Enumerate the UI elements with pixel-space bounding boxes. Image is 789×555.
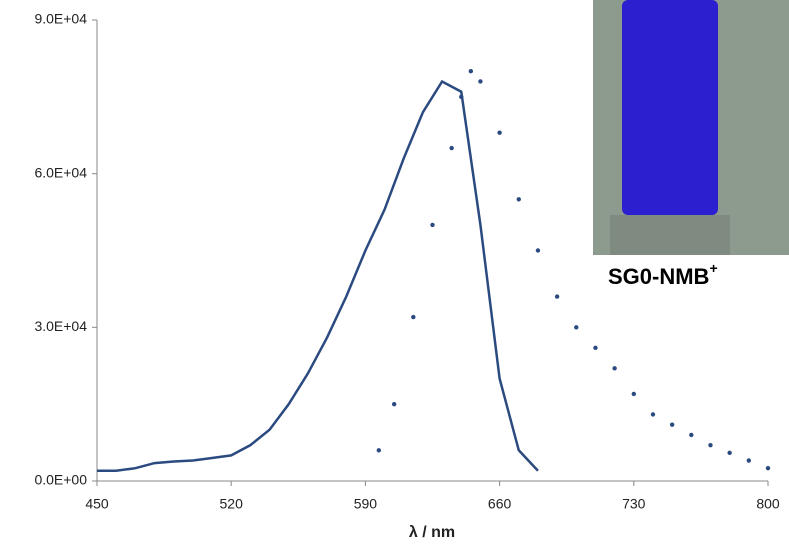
sample-charge: + <box>709 260 717 276</box>
sample-label: SG0-NMB+ <box>608 260 718 289</box>
x-tick-label: 520 <box>220 496 244 512</box>
y-tick-label: 9.0E+04 <box>34 11 87 27</box>
data-point <box>669 422 675 427</box>
y-tick-label: 6.0E+04 <box>34 164 87 180</box>
data-point <box>765 465 771 471</box>
data-point <box>631 391 636 397</box>
data-point <box>612 366 617 371</box>
data-point <box>459 94 464 100</box>
data-point <box>449 145 454 151</box>
x-tick-label: 590 <box>354 496 378 512</box>
x-tick-label: 800 <box>756 496 780 512</box>
data-point <box>554 294 560 299</box>
data-point <box>516 197 521 202</box>
x-tick-label: 450 <box>85 496 109 512</box>
data-point <box>727 450 732 456</box>
y-tick-label: 3.0E+04 <box>34 318 87 334</box>
data-point <box>689 432 694 438</box>
photo-inset <box>593 0 789 255</box>
data-point <box>593 345 598 351</box>
sample-name: SG0-NMB <box>608 264 709 289</box>
cuvette <box>622 0 718 215</box>
data-point <box>708 442 713 448</box>
data-point <box>468 69 474 74</box>
data-point <box>650 412 656 417</box>
y-tick-label: 0.0E+00 <box>34 472 87 488</box>
x-axis-title: λ / nm <box>409 524 455 541</box>
data-point <box>391 401 397 407</box>
data-point <box>746 458 752 463</box>
data-point <box>574 325 579 330</box>
data-point <box>478 79 483 84</box>
x-tick-label: 730 <box>622 496 646 512</box>
x-tick-label: 660 <box>488 496 512 512</box>
data-line <box>97 79 539 473</box>
data-point <box>411 314 416 320</box>
data-point <box>376 448 382 453</box>
photo-shadow <box>610 215 730 255</box>
data-point <box>535 248 541 253</box>
data-point <box>497 130 502 135</box>
data-point <box>430 222 435 228</box>
